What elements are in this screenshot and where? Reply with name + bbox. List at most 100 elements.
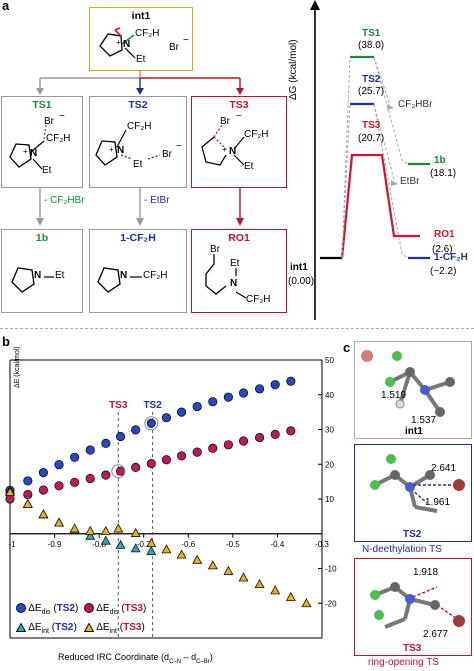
- legend-edis-ts2: ΔEdis (TS2): [16, 603, 78, 616]
- data-point-0: [208, 397, 218, 407]
- int1-distance-2: 1.537: [411, 415, 437, 426]
- ts2-cf2h: CF₂H: [127, 121, 152, 132]
- ts3-distance-1: 1.918: [413, 567, 439, 578]
- ts3-structure: [201, 124, 245, 166]
- product-ro1-title: RO1: [228, 232, 250, 244]
- ts2-title: TS2: [128, 99, 148, 111]
- ts1-structure: [9, 124, 47, 170]
- x-tick-label: -0.6: [181, 540, 195, 549]
- legend-eint-ts2-tag: TS2: [55, 622, 74, 633]
- product-1b-structure: [11, 267, 54, 293]
- structure-ts3-render: [370, 582, 465, 629]
- y-tick-label: -20: [325, 599, 337, 608]
- data-point-3: [223, 565, 234, 575]
- y-tick-label: 30: [325, 426, 334, 435]
- product-1b-title: 1b: [35, 232, 49, 244]
- int1-n-label: N: [123, 39, 131, 50]
- chart-xlabel-sub1: C–N: [169, 658, 182, 665]
- data-point-0: [131, 425, 141, 435]
- data-point-0: [161, 413, 172, 423]
- ts1-minus: −: [59, 111, 65, 122]
- data-point-0: [177, 407, 187, 417]
- int1-cf2h-label: CF₂H: [135, 28, 160, 39]
- data-point-3: [301, 598, 312, 608]
- data-point-3: [130, 527, 141, 537]
- data-point-3: [254, 579, 265, 589]
- ts-marker-label: TS2: [143, 400, 162, 411]
- level-value-ts3: (20.7): [358, 133, 385, 144]
- ts3-minus: −: [236, 111, 242, 122]
- ts3-title: TS3: [229, 99, 249, 111]
- data-point-3: [22, 498, 33, 508]
- structure-int1-render: [361, 350, 455, 417]
- path-ts3: [340, 153, 420, 259]
- level-name-int1: int1: [290, 262, 308, 273]
- level-value-1b: (18.1): [430, 168, 457, 179]
- data-point-2: [115, 539, 126, 549]
- product-ro1-cf2h: CF₂H: [246, 294, 271, 305]
- data-point-3: [207, 560, 218, 570]
- level-value-ts2: (25.7): [358, 86, 385, 97]
- ts1-cf2h: CF₂H: [46, 133, 71, 144]
- int1-minus-label: −: [183, 35, 189, 46]
- data-point-1: [286, 426, 296, 436]
- data-point-1: [115, 466, 126, 476]
- data-point-0: [146, 418, 156, 428]
- ts3-br: Br: [220, 116, 230, 127]
- data-point-3: [238, 572, 249, 582]
- ts1-plus: +: [23, 147, 28, 156]
- legend-edis-ts2-tag: TS2: [56, 603, 75, 614]
- legend-marker-circle-blue: [16, 603, 26, 614]
- panel-b-letter: b: [2, 334, 10, 349]
- ts2-et: Et: [133, 159, 143, 170]
- data-point-1: [223, 440, 233, 450]
- product-1cf2h-cf2h: CF₂H: [143, 270, 168, 281]
- ts1-et: Et: [42, 165, 52, 176]
- ts3-plus: +: [222, 145, 227, 154]
- product-ro1-n: N: [230, 278, 238, 289]
- data-point-3: [5, 486, 15, 496]
- data-point-3: [146, 538, 157, 548]
- panel-c-letter: c: [343, 340, 351, 355]
- data-point-3: [176, 549, 187, 559]
- panel-separator: [0, 328, 474, 329]
- legend-eint-ts2: ΔEint (TS2): [15, 622, 77, 635]
- structure-ts2-render: [370, 454, 465, 513]
- energy-axis-arrow: [310, 0, 320, 10]
- ts3-box: TS3 Br − CF₂H + N Et: [191, 96, 287, 188]
- product-1cf2h-title: 1-CF₂H: [120, 232, 156, 244]
- energy-axis-label: ΔG (kcal/mol): [288, 39, 299, 100]
- ts3-n: N: [229, 146, 237, 157]
- data-point-1: [161, 455, 172, 465]
- panel-a-letter: a: [2, 0, 10, 13]
- ts3-highlight: [111, 464, 126, 479]
- chart-xlabel-sub2: C–Br: [196, 658, 210, 665]
- data-point-1: [146, 458, 156, 469]
- ts2-n: N: [117, 145, 125, 156]
- data-point-0: [286, 376, 296, 386]
- ts3-cf2h: CF₂H: [244, 129, 269, 140]
- product-1b-n: N: [34, 270, 42, 281]
- data-point-0: [54, 459, 64, 470]
- ts1-n: N: [30, 148, 38, 159]
- ts2-structure: [95, 129, 161, 166]
- data-point-1: [177, 451, 187, 461]
- data-point-0: [85, 445, 95, 455]
- ts2-minus: −: [176, 141, 182, 152]
- chart-xlabel-end: ): [209, 652, 213, 662]
- data-point-3: [69, 523, 80, 533]
- ts2-br: Br: [162, 149, 172, 160]
- data-point-0: [70, 452, 80, 462]
- product-arrows: [36, 188, 244, 226]
- ts2-plus: +: [109, 145, 114, 154]
- legend-eint-ts3: ΔEint (TS3): [83, 622, 145, 635]
- data-point-1: [192, 447, 202, 457]
- legend-eint-ts3-tag: TS3: [123, 622, 142, 633]
- data-point-1: [23, 489, 33, 500]
- product-1cf2h-structure: [97, 267, 142, 293]
- product-1b-et: Et: [55, 270, 65, 281]
- ts2-box: TS2 CF₂H + N Br − Et: [89, 96, 187, 188]
- legend-edis-ts3-delta: ΔE: [96, 603, 110, 614]
- ts3-distance-2: 2.677: [423, 629, 449, 640]
- level-name-1cf2h: 1-CF₂H: [434, 252, 468, 263]
